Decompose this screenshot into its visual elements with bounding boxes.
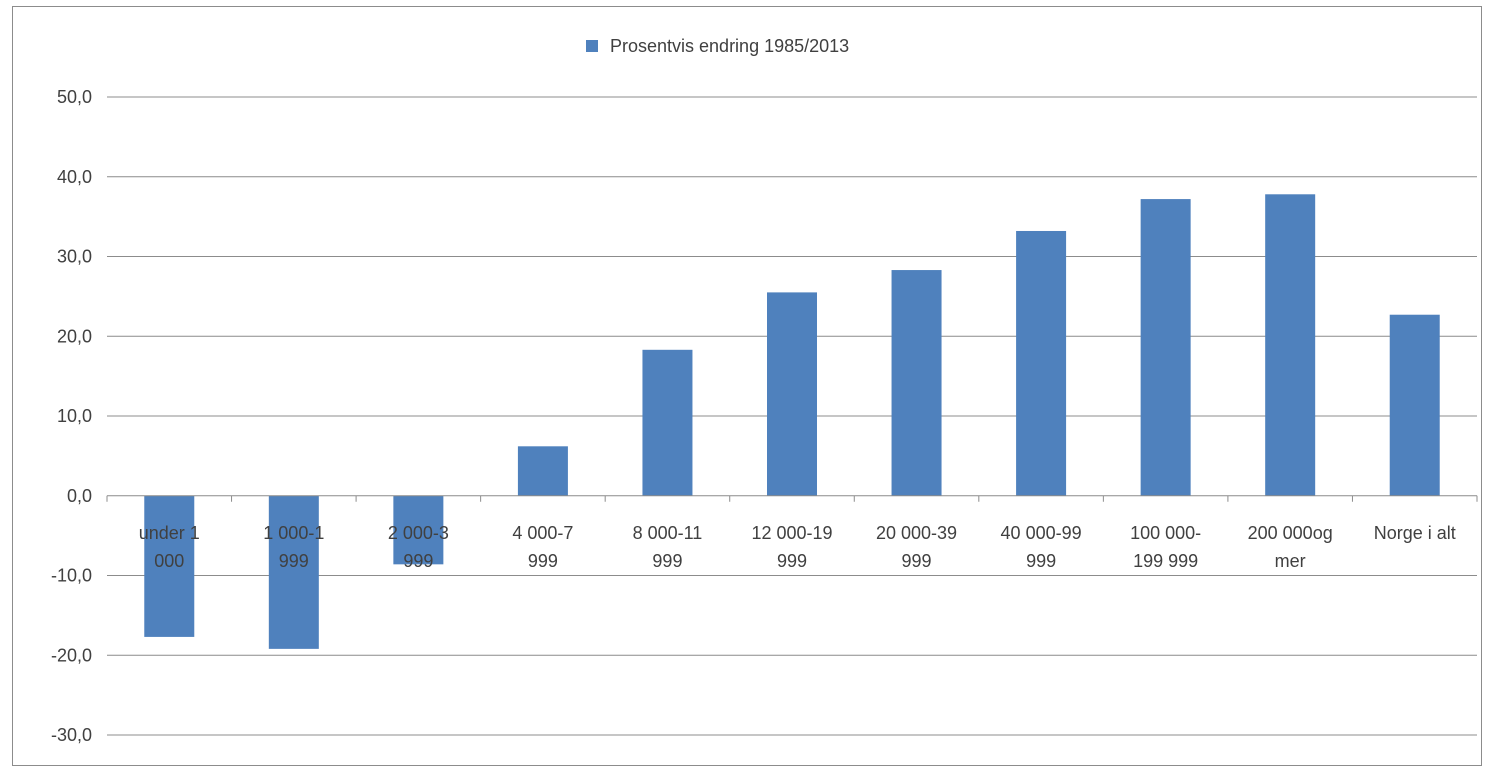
x-category-label: Norge i alt [1374, 523, 1456, 543]
bar [268, 495, 319, 649]
x-category-label: 200 000og mer [1248, 523, 1333, 571]
bar [144, 495, 195, 637]
x-category-label: under 1 000 [139, 523, 200, 571]
y-tick-label: 50,0 [57, 87, 92, 107]
y-tick-label: -20,0 [51, 645, 92, 665]
bar [1265, 194, 1316, 496]
y-tick-label: -10,0 [51, 566, 92, 586]
bar [642, 349, 693, 496]
bars [144, 194, 1440, 649]
legend-label: Prosentvis endring 1985/2013 [610, 35, 850, 56]
y-tick-label: 20,0 [57, 326, 92, 346]
x-category-label: 40 000-99 999 [1001, 523, 1082, 571]
x-axis [106, 495, 1478, 502]
bar [393, 495, 444, 565]
bar [767, 292, 817, 496]
bar [1389, 314, 1440, 496]
bar [517, 446, 568, 496]
x-category-label: 1 000-1 999 [263, 523, 324, 571]
bar [1016, 230, 1067, 496]
x-axis-category-labels: under 1 000 1 000-1 999 2 000-3 999 4 000-7 999… [139, 523, 1456, 571]
x-category-label: 100 000-199 999 [1130, 523, 1201, 571]
x-category-label: 12 000-19 999 [751, 523, 832, 571]
y-tick-label: 40,0 [57, 167, 92, 187]
y-axis-ticks: 50,0 40,0 30,0 20,0 10,0 0,0 -10,0 -20,0 -30,0 [51, 87, 92, 745]
x-category-label: 20 000-39 999 [876, 523, 957, 571]
x-category-label: 2 000-3 999 [388, 523, 449, 571]
y-tick-label: 30,0 [57, 247, 92, 267]
chart-frame [12, 6, 1482, 766]
y-tick-label: 0,0 [67, 486, 92, 506]
y-tick-label: 10,0 [57, 406, 92, 426]
legend-swatch [586, 40, 598, 52]
x-category-label: 8 000-11 999 [633, 523, 703, 571]
bar [891, 270, 942, 496]
y-tick-label: -30,0 [51, 725, 92, 745]
chart-legend: Prosentvis endring 1985/2013 [586, 34, 849, 58]
x-category-label: 4 000-7 999 [512, 523, 573, 571]
bar [1140, 199, 1191, 496]
